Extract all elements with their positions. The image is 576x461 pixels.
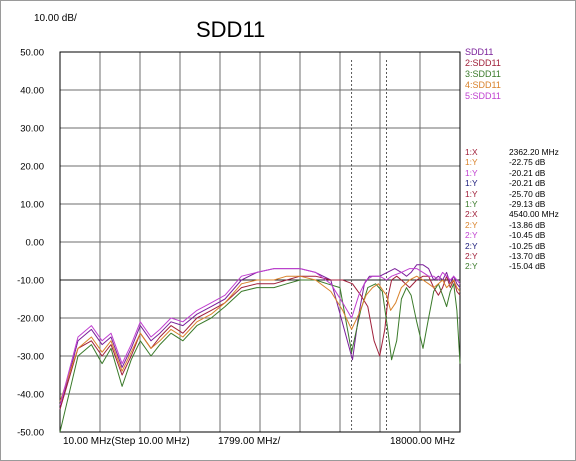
marker-value: -22.75 dB [509, 157, 546, 168]
legend-entry[interactable]: SDD11 [465, 47, 494, 57]
y-tick-label: -10.00 [17, 276, 44, 287]
y-tick-label: 10.00 [20, 200, 44, 211]
marker-name: 1:Y [465, 178, 478, 189]
legend-entry[interactable]: 3:SDD11 [465, 69, 501, 79]
x-axis-mid-label: 1799.00 MHz/ [218, 436, 281, 447]
x-axis-start-label: 10.00 MHz(Step 10.00 MHz) [63, 436, 190, 447]
y-tick-label: 50.00 [20, 48, 44, 59]
y-tick-label: 30.00 [20, 124, 44, 135]
series-line [59, 268, 461, 406]
marker-name: 1:Y [465, 167, 478, 178]
marker-name: 2:Y [465, 230, 478, 241]
x-axis-end-label: 18000.00 MHz [390, 436, 456, 447]
legend-entry[interactable]: 5:SDD11 [465, 91, 501, 101]
marker-value: -25.70 dB [509, 188, 546, 199]
marker-value: -10.25 dB [509, 240, 546, 251]
y-tick-label: -20.00 [17, 314, 44, 325]
marker-name: 2:Y [465, 219, 478, 230]
marker-value: 2362.20 MHz [509, 147, 559, 157]
series-line [59, 279, 461, 433]
marker-name: 1:Y [465, 188, 478, 199]
legend-entry[interactable]: 4:SDD11 [465, 80, 501, 90]
marker-name: 2:X [465, 209, 478, 220]
legend-entry[interactable]: 2:SDD11 [465, 58, 501, 68]
y-tick-label: -30.00 [17, 352, 44, 363]
marker-value: -13.70 dB [509, 250, 546, 261]
y-tick-label: -50.00 [17, 428, 44, 439]
marker-value: -15.04 dB [509, 261, 546, 272]
marker-name: 2:Y [465, 240, 478, 251]
marker-name: 1:Y [465, 157, 478, 168]
marker-value: -20.21 dB [509, 178, 546, 189]
y-tick-label: 40.00 [20, 86, 44, 97]
marker-name: 2:Y [465, 261, 478, 272]
marker-name: 1:Y [465, 198, 478, 209]
marker-value: -20.21 dB [509, 167, 546, 178]
marker-value: -29.13 dB [509, 198, 546, 209]
marker-name: 1:X [465, 147, 478, 157]
marker-value: -13.86 dB [509, 219, 546, 230]
chart-title: SDD11 [196, 17, 266, 42]
scale-label: 10.00 dB/ [34, 13, 77, 24]
marker-value: -10.45 dB [509, 230, 546, 241]
y-tick-label: 20.00 [20, 162, 44, 173]
y-tick-label: 0.00 [26, 238, 45, 249]
legend: SDD11 2:SDD11 3:SDD11 4:SDD11 5:SDD11 [465, 47, 501, 102]
marker-name: 2:Y [465, 250, 478, 261]
y-tick-label: -40.00 [17, 390, 44, 401]
marker-value: 4540.00 MHz [509, 209, 559, 220]
plot-border [59, 51, 461, 433]
series-line [59, 275, 461, 402]
